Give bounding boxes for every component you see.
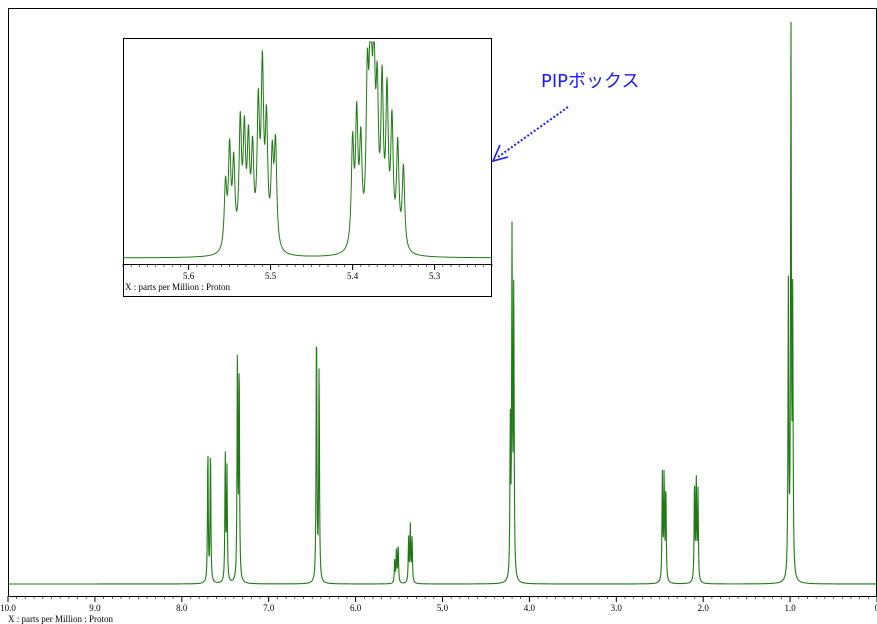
main-spectrum-series: [8, 21, 877, 585]
main-spectrum-line: [8, 21, 877, 585]
main-tick-label: 10.0: [0, 603, 16, 613]
main-tick-label: 4.0: [524, 603, 536, 613]
pip-x-tick-labels: 5.6 5.5 5.4 5.3: [183, 271, 441, 281]
pip-tick-label: 5.6: [183, 271, 195, 281]
main-tick-label: 3.0: [611, 603, 623, 613]
pip-x-ticks: [122, 264, 493, 270]
main-tick-label: 0: [875, 603, 877, 613]
main-tick-label: 6.0: [350, 603, 362, 613]
main-tick-label: 8.0: [176, 603, 188, 613]
main-tick-label: 5.0: [437, 603, 449, 613]
main-tick-label: 7.0: [263, 603, 275, 613]
pip-annotation: PIPボックス: [491, 71, 639, 163]
annotation-arrow-head: [491, 144, 509, 163]
annotation-arrow-line: [497, 106, 569, 158]
pip-inset-frame: [123, 38, 492, 297]
main-x-axis-label: X : parts per Million : Proton: [8, 614, 113, 624]
pip-inset: 5.6 5.5 5.4 5.3 X : parts per Million : Pro…: [122, 38, 493, 297]
pip-spectrum-line: [123, 41, 492, 259]
pip-tick-label: 5.5: [265, 271, 277, 281]
main-tick-label: 1.0: [784, 603, 796, 613]
pip-tick-label: 5.3: [429, 271, 441, 281]
main-x-tick-labels: 10.0 9.0 8.0 7.0 6.0 5.0 4.0 3.0 2.0 1.0 0: [0, 603, 877, 613]
main-tick-label: 9.0: [89, 603, 101, 613]
main-x-ticks: [7, 596, 877, 602]
main-tick-label: 2.0: [698, 603, 710, 613]
pip-tick-label: 5.4: [347, 271, 359, 281]
pip-spectrum-series: [123, 41, 492, 259]
annotation-label: PIPボックス: [541, 71, 639, 92]
pip-x-axis-label: X : parts per Million : Proton: [125, 282, 230, 292]
